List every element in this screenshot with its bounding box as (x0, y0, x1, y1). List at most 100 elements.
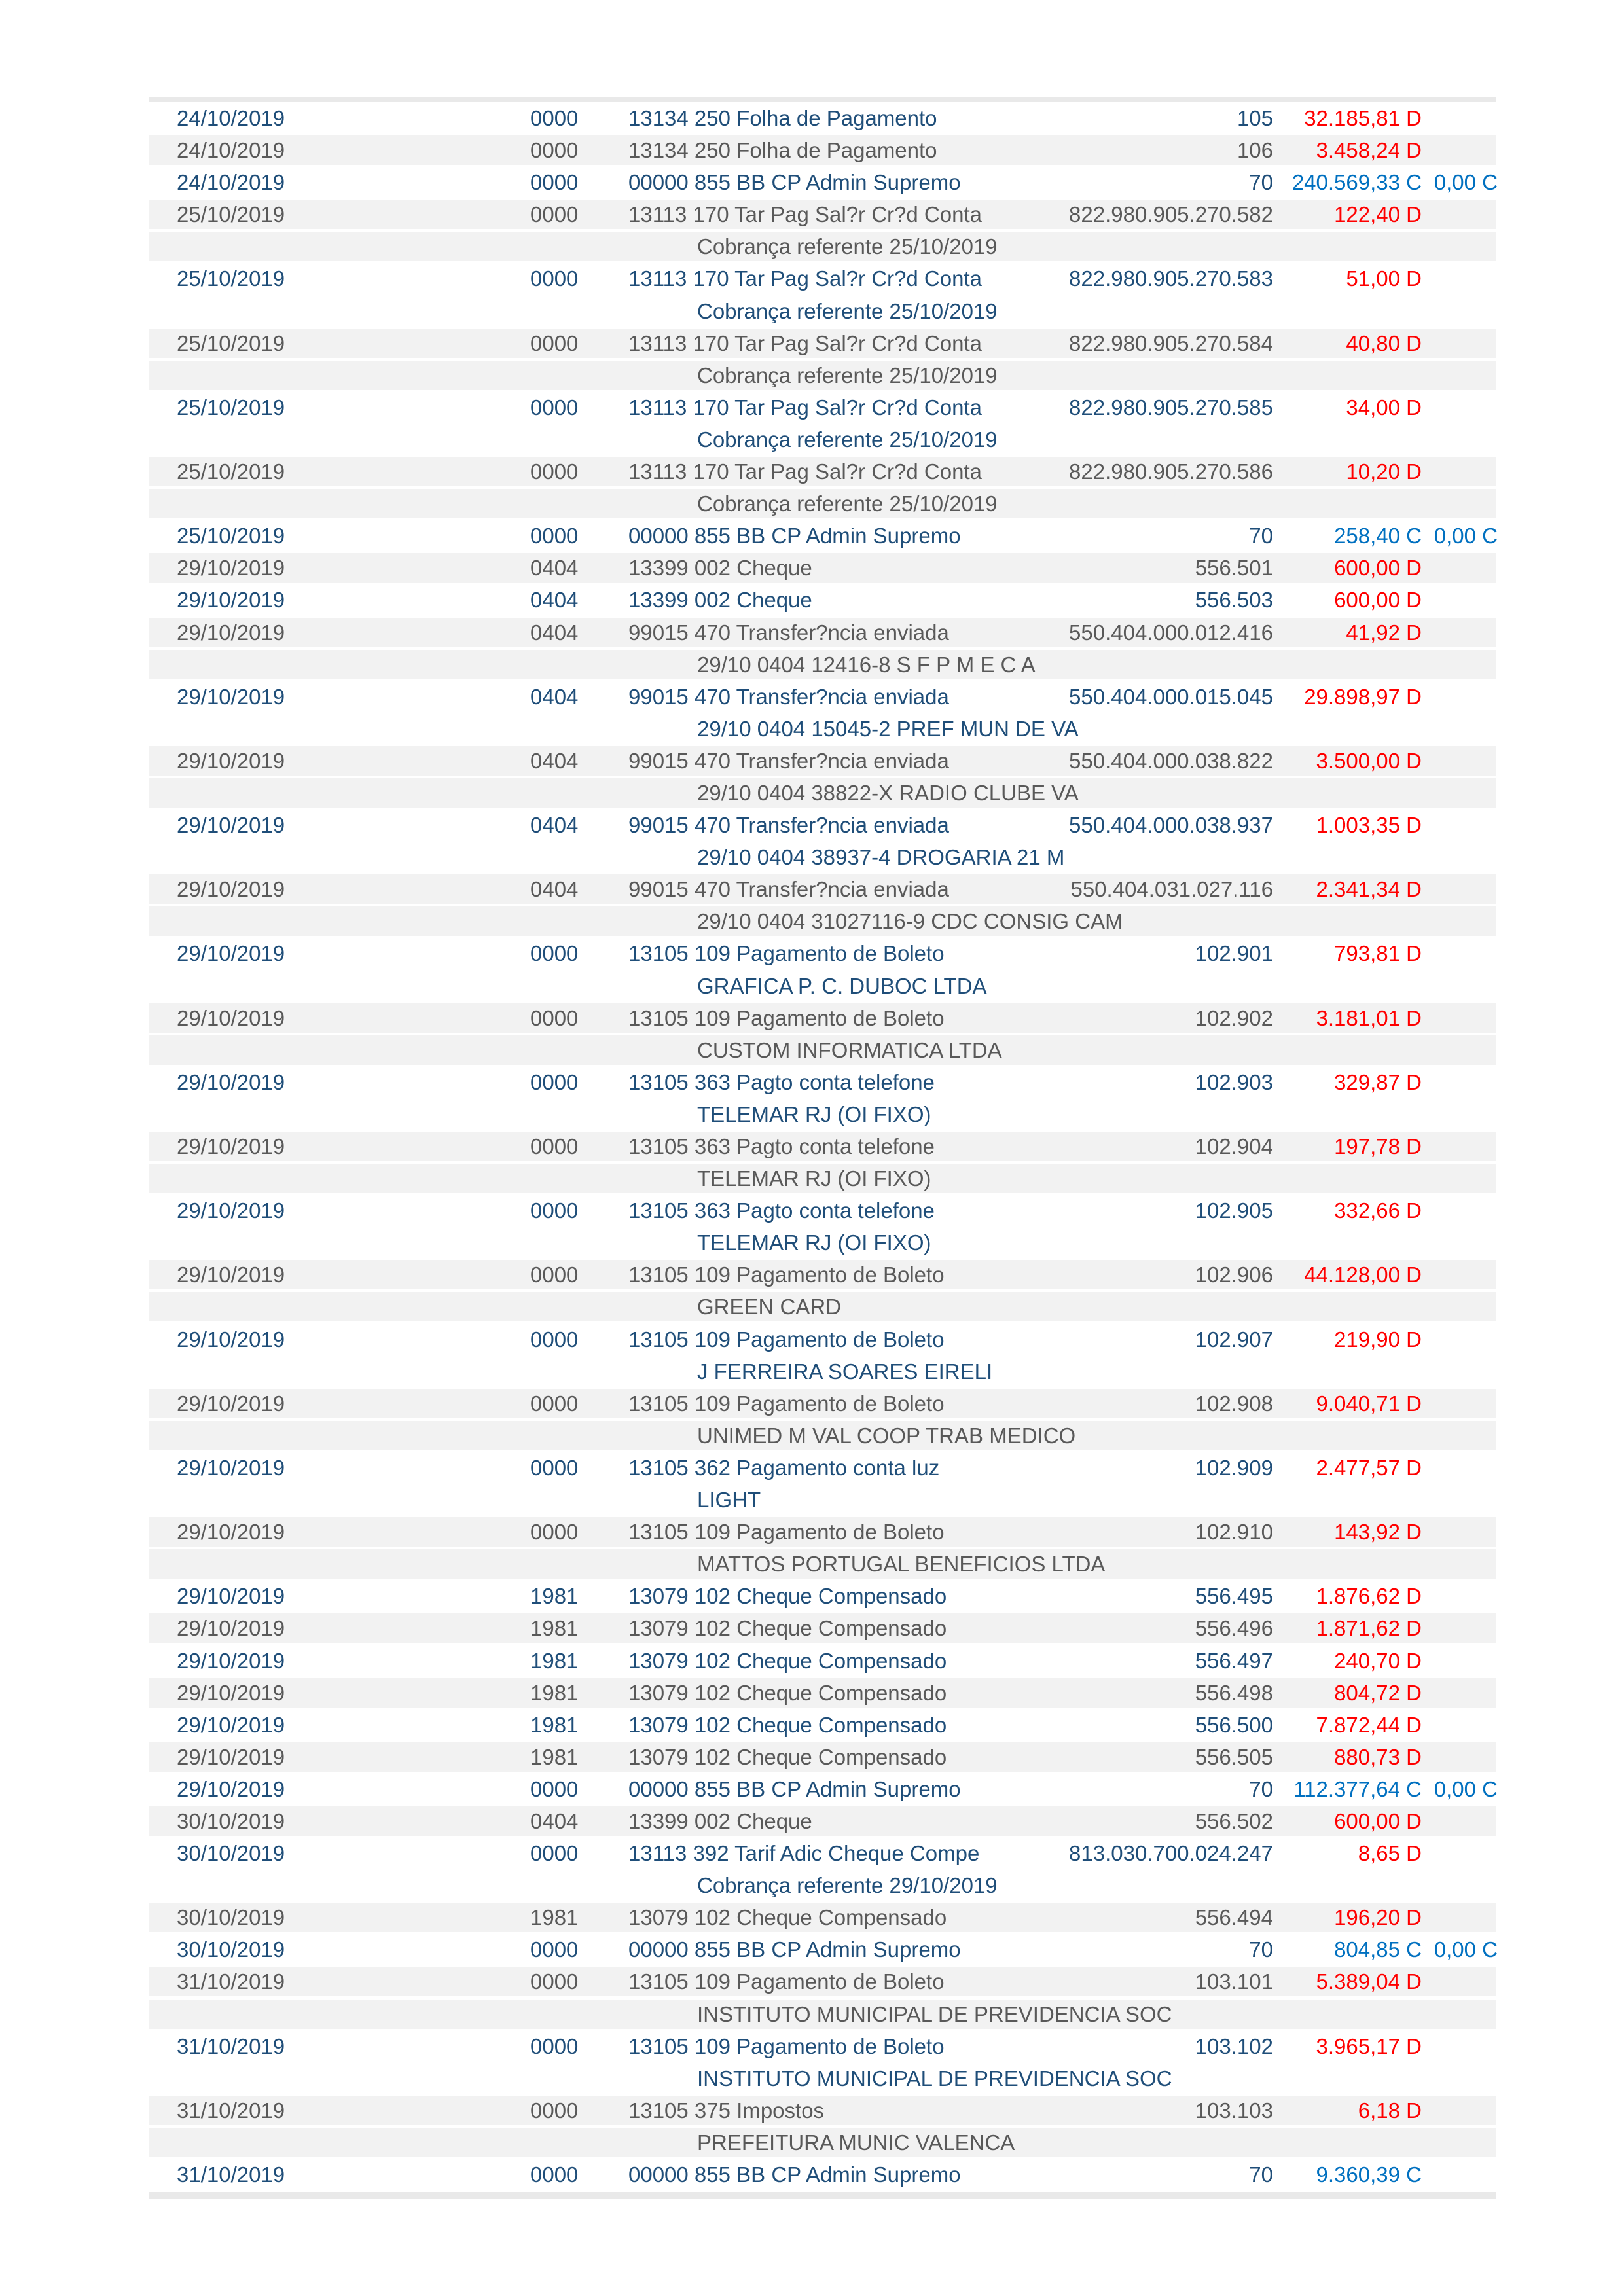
txn-row: 25/10/2019 0000 13113 170 Tar Pag Sal?r Cr… (149, 200, 1496, 230)
txn-document-number: 102.903 (1195, 1069, 1273, 1094)
txn-row: 29/10/2019 0000 13105 109 Pagamento de Bol… (149, 1260, 1496, 1290)
txn-branch-code: 0000 (530, 1327, 579, 1352)
txn-branch-code: 0000 (530, 1005, 579, 1030)
txn-row: 25/10/2019 0000 13113 170 Tar Pag Sal?r Cr… (149, 457, 1496, 487)
txn-document-number: 550.404.000.038.822 (1069, 748, 1273, 773)
txn-detail-text: GREEN CARD (697, 1295, 842, 1319)
txn-branch-code: 0404 (530, 684, 579, 709)
txn-document-number: 103.103 (1195, 2098, 1273, 2123)
txn-description: 00000 855 BB CP Admin Supremo (628, 1776, 961, 1801)
txn-description: 13105 363 Pagto conta telefone (628, 1069, 935, 1094)
txn-date: 29/10/2019 (177, 1134, 285, 1158)
txn-date: 25/10/2019 (177, 331, 285, 355)
txn-branch-code: 0000 (530, 331, 579, 355)
txn-document-number: 822.980.905.270.586 (1069, 459, 1273, 484)
txn-description: 13105 109 Pagamento de Boleto (628, 1005, 945, 1030)
txn-amount: 219,90 D (1334, 1327, 1422, 1352)
txn-description: 13105 375 Impostos (628, 2098, 825, 2123)
txn-description: 13079 102 Cheque Compensado (628, 1712, 947, 1737)
txn-row: 31/10/2019 0000 13105 109 Pagamento de Bol… (149, 1967, 1496, 1997)
txn-row: 29/10/2019 0000 13105 109 Pagamento de Bol… (149, 1388, 1496, 1418)
txn-continuation-row: LIGHT (149, 1485, 1496, 1515)
txn-amount: 9.360,39 C (1316, 2162, 1422, 2187)
txn-amount: 793,81 D (1334, 941, 1422, 966)
txn-document-number: 822.980.905.270.584 (1069, 331, 1273, 355)
txn-document-number: 550.404.031.027.116 (1070, 877, 1273, 902)
txn-amount: 3.500,00 D (1316, 748, 1422, 773)
txn-continuation-row: Cobrança referente 25/10/2019 (149, 424, 1496, 454)
txn-balance-extra: 0,00 C (1434, 1776, 1498, 1801)
txn-detail-text: TELEMAR RJ (OI FIXO) (697, 1166, 931, 1191)
txn-document-number: 102.910 (1195, 1520, 1273, 1545)
txn-date: 29/10/2019 (177, 813, 285, 838)
txn-document-number: 102.906 (1195, 1263, 1273, 1287)
txn-continuation-row: UNIMED M VAL COOP TRAB MEDICO (149, 1420, 1496, 1450)
txn-document-number: 102.905 (1195, 1198, 1273, 1223)
txn-row: 31/10/2019 0000 13105 375 Impostos 103.103 6… (149, 2095, 1496, 2125)
txn-branch-code: 1981 (530, 1905, 579, 1930)
txn-detail-text: UNIMED M VAL COOP TRAB MEDICO (697, 1423, 1076, 1448)
txn-amount: 32.185,81 D (1304, 106, 1422, 130)
txn-branch-code: 0000 (530, 395, 579, 420)
txn-branch-code: 0000 (530, 2034, 579, 2058)
txn-branch-code: 0000 (530, 1520, 579, 1545)
txn-amount: 804,85 C (1334, 1937, 1422, 1962)
txn-continuation-row: INSTITUTO MUNICIPAL DE PREVIDENCIA SOC (149, 1999, 1496, 2029)
txn-detail-text: INSTITUTO MUNICIPAL DE PREVIDENCIA SOC (697, 2001, 1172, 2026)
txn-description: 00000 855 BB CP Admin Supremo (628, 524, 961, 548)
txn-row: 25/10/2019 0000 13113 170 Tar Pag Sal?r Cr… (149, 392, 1496, 422)
txn-row: 24/10/2019 0000 13134 250 Folha de Pagamen… (149, 135, 1496, 166)
txn-balance-extra: 0,00 C (1434, 1937, 1498, 1962)
txn-date: 29/10/2019 (177, 1584, 285, 1609)
txn-amount: 240.569,33 C (1291, 170, 1422, 195)
txn-description: 13105 109 Pagamento de Boleto (628, 2034, 945, 2058)
txn-branch-code: 0000 (530, 1937, 579, 1962)
txn-description: 13079 102 Cheque Compensado (628, 1584, 947, 1609)
txn-detail-text: PREFEITURA MUNIC VALENCA (697, 2130, 1015, 2155)
txn-document-number: 822.980.905.270.583 (1069, 266, 1273, 291)
txn-description: 13113 170 Tar Pag Sal?r Cr?d Conta (628, 459, 982, 484)
txn-date: 29/10/2019 (177, 1712, 285, 1737)
txn-row: 29/10/2019 0000 13105 363 Pagto conta tele… (149, 1067, 1496, 1097)
txn-document-number: 70 (1249, 524, 1273, 548)
txn-detail-text: LIGHT (697, 1488, 761, 1513)
txn-description: 13113 392 Tarif Adic Cheque Compe (628, 1841, 980, 1866)
txn-document-number: 556.503 (1195, 588, 1273, 613)
txn-continuation-row: Cobrança referente 25/10/2019 (149, 360, 1496, 390)
txn-row: 29/10/2019 1981 13079 102 Cheque Compensad… (149, 1710, 1496, 1740)
txn-document-number: 70 (1249, 2162, 1273, 2187)
txn-row: 25/10/2019 0000 00000 855 BB CP Admin Supr… (149, 521, 1498, 551)
txn-description: 13105 109 Pagamento de Boleto (628, 1327, 945, 1352)
txn-branch-code: 0000 (530, 138, 579, 163)
txn-description: 13105 109 Pagamento de Boleto (628, 941, 945, 966)
txn-branch-code: 0000 (530, 2098, 579, 2123)
txn-continuation-row: 29/10 0404 12416-8 S F P M E C A (149, 649, 1496, 679)
txn-document-number: 822.980.905.270.585 (1069, 395, 1273, 420)
txn-amount: 1.003,35 D (1316, 813, 1422, 838)
txn-row: 24/10/2019 0000 00000 855 BB CP Admin Supr… (149, 168, 1498, 198)
txn-detail-text: TELEMAR RJ (OI FIXO) (697, 1102, 931, 1126)
txn-date: 29/10/2019 (177, 1744, 285, 1769)
txn-branch-code: 0000 (530, 1969, 579, 1994)
txn-date: 29/10/2019 (177, 588, 285, 613)
txn-date: 25/10/2019 (177, 395, 285, 420)
txn-document-number: 822.980.905.270.582 (1069, 202, 1273, 227)
txn-detail-text: 29/10 0404 38822-X RADIO CLUBE VA (697, 780, 1079, 805)
txn-date: 29/10/2019 (177, 1069, 285, 1094)
txn-continuation-row: Cobrança referente 25/10/2019 (149, 489, 1496, 519)
txn-balance-extra: 0,00 C (1434, 170, 1498, 195)
txn-document-number: 550.404.000.012.416 (1069, 620, 1273, 645)
txn-document-number: 556.496 (1195, 1616, 1273, 1641)
txn-branch-code: 0000 (530, 106, 579, 130)
txn-detail-text: Cobrança referente 25/10/2019 (697, 492, 998, 516)
txn-document-number: 556.501 (1195, 556, 1273, 581)
txn-date: 29/10/2019 (177, 877, 285, 902)
txn-document-number: 556.505 (1195, 1744, 1273, 1769)
txn-description: 13079 102 Cheque Compensado (628, 1616, 947, 1641)
txn-amount: 2.477,57 D (1316, 1455, 1422, 1480)
txn-row: 30/10/2019 0404 13399 002 Cheque 556.502 600… (149, 1806, 1496, 1836)
txn-document-number: 550.404.000.015.045 (1069, 684, 1273, 709)
txn-document-number: 103.102 (1195, 2034, 1273, 2058)
txn-continuation-row: GRAFICA P. C. DUBOC LTDA (149, 971, 1496, 1001)
txn-description: 13105 363 Pagto conta telefone (628, 1134, 935, 1158)
